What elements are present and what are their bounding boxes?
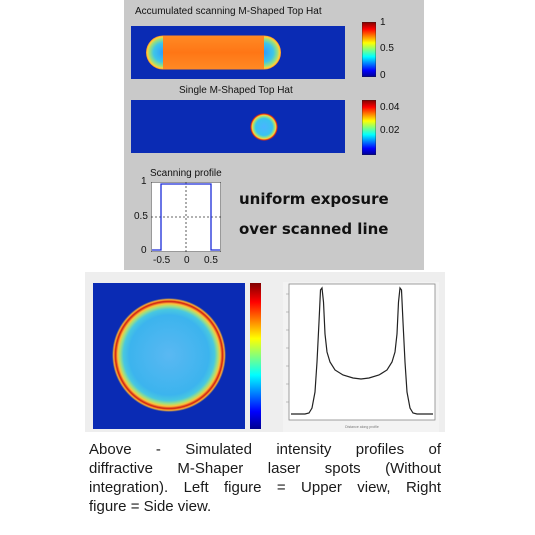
upper-view-colorbar xyxy=(250,283,261,429)
profile-xtick-neg05: -0.5 xyxy=(153,255,171,266)
figure-caption: Above - Simulated intensity profiles of … xyxy=(89,440,441,516)
accumulated-colorbar-tick-mid: 0.5 xyxy=(380,43,394,54)
profile-title: Scanning profile xyxy=(150,168,222,179)
side-view-plot: Distance along profile xyxy=(283,282,439,432)
caption-line-4: figure = Side view. xyxy=(89,498,212,515)
scanning-profile-plot xyxy=(151,182,221,252)
single-colorbar xyxy=(362,100,376,155)
profile-ytick-05: 0.5 xyxy=(134,211,148,222)
profile-xtick-0: 0 xyxy=(184,255,190,266)
note-line-2: over scanned line xyxy=(239,220,389,238)
single-colorbar-tick-top: 0.04 xyxy=(380,102,400,113)
side-view-xlabel: Distance along profile xyxy=(345,425,379,429)
caption-line-1: Above - Simulated intensity profiles of xyxy=(89,441,441,458)
accumulated-colorbar-tick-bottom: 0 xyxy=(380,70,386,81)
single-spot-plot xyxy=(131,100,345,153)
single-title: Single M-Shaped Top Hat xyxy=(179,85,293,96)
profile-ytick-1: 1 xyxy=(141,176,147,187)
note-line-1: uniform exposure xyxy=(239,190,389,208)
upper-view-plot xyxy=(93,283,245,429)
accumulated-plot xyxy=(131,26,345,79)
single-colorbar-tick-bottom: 0.02 xyxy=(380,125,400,136)
caption-line-2: diffractive M-Shaper laser spots (Withou… xyxy=(89,460,441,477)
accumulated-colorbar-tick-top: 1 xyxy=(380,17,386,28)
caption-line-3: integration). Left figure = Upper view, … xyxy=(89,479,441,496)
profile-xtick-05: 0.5 xyxy=(204,255,218,266)
accumulated-colorbar xyxy=(362,22,376,77)
profile-ytick-0: 0 xyxy=(141,245,147,256)
accumulated-title: Accumulated scanning M-Shaped Top Hat xyxy=(135,6,322,17)
